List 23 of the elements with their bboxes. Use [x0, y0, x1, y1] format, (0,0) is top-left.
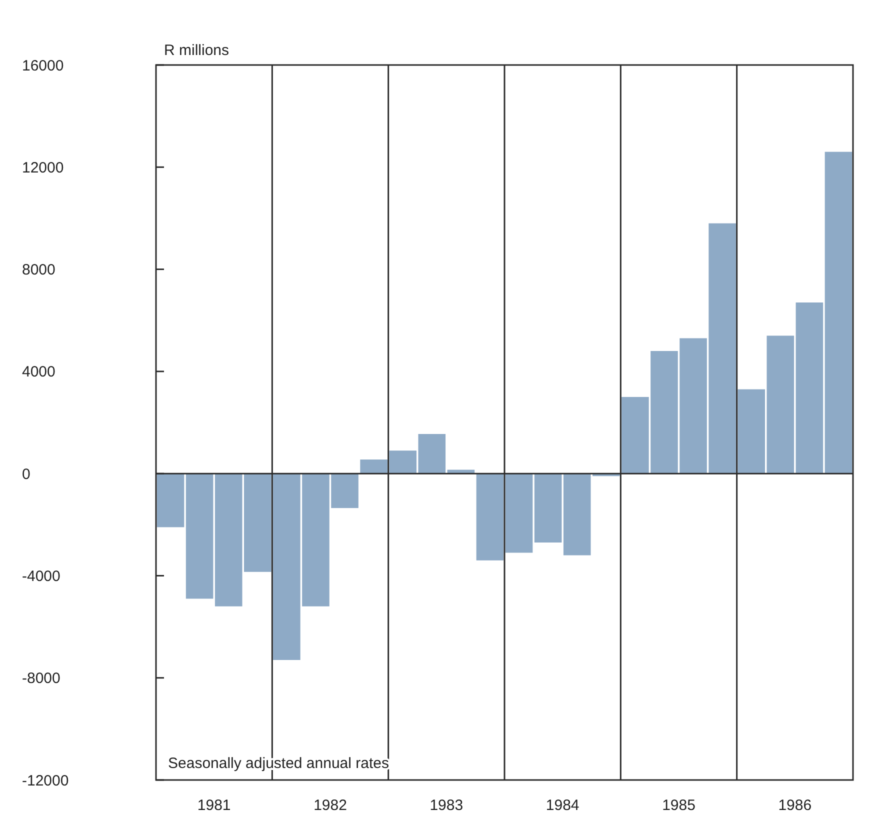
y-tick-label: 0: [22, 466, 30, 483]
x-tick-label: 1984: [546, 797, 580, 814]
y-tick-label: 8000: [22, 262, 56, 279]
x-tick-label: 1983: [430, 797, 464, 814]
x-tick-label: 1986: [778, 797, 812, 814]
y-tick-label: -4000: [22, 568, 60, 585]
bar: [505, 474, 533, 553]
y-tick-label: 4000: [22, 364, 56, 381]
bar: [534, 474, 562, 543]
y-axis-title: R millions: [164, 42, 230, 59]
x-tick-label: 1985: [662, 797, 696, 814]
bar: [186, 474, 214, 599]
y-tick-label: 12000: [22, 159, 64, 176]
x-tick-label: 1982: [314, 797, 347, 814]
bar: [156, 474, 184, 528]
bar: [796, 302, 824, 474]
bar: [824, 152, 852, 474]
y-tick-label: -12000: [22, 772, 69, 790]
bar: [476, 474, 504, 560]
bar: [447, 470, 475, 474]
y-tick-label: 16000: [22, 57, 64, 74]
x-tick-label: 1981: [197, 797, 231, 814]
y-tick-label: -8000: [22, 670, 60, 688]
